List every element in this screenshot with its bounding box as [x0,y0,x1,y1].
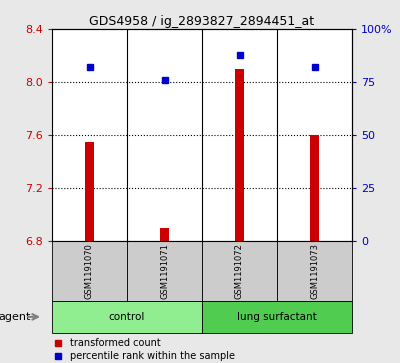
Bar [85,142,94,241]
Text: GSM1191072: GSM1191072 [235,243,244,299]
Text: control: control [109,312,145,322]
Bar [235,69,244,241]
Title: GDS4958 / ig_2893827_2894451_at: GDS4958 / ig_2893827_2894451_at [90,15,314,28]
Text: transformed count: transformed count [70,338,161,348]
Bar [277,241,352,301]
Bar [52,301,202,333]
Text: lung surfactant: lung surfactant [237,312,317,322]
Bar [127,241,202,301]
Bar [310,135,319,241]
Text: GSM1191071: GSM1191071 [160,243,169,299]
Text: GSM1191070: GSM1191070 [85,243,94,299]
Text: agent: agent [0,312,30,322]
Bar [202,241,277,301]
Bar [160,228,169,241]
Text: GSM1191073: GSM1191073 [310,243,319,299]
Bar [202,301,352,333]
Text: percentile rank within the sample: percentile rank within the sample [70,351,235,361]
Bar [52,241,127,301]
